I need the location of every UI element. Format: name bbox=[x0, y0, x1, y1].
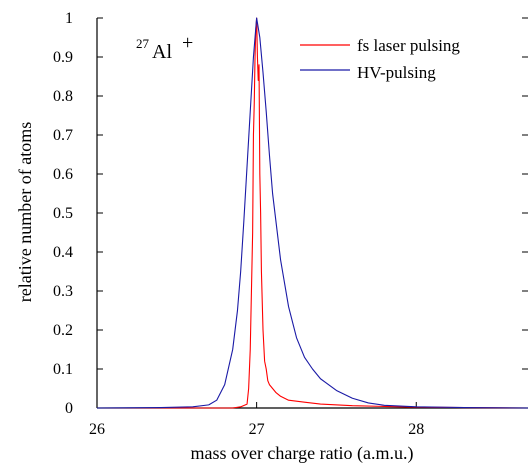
y-tick-label: 0.8 bbox=[53, 88, 73, 105]
y-tick-label: 0.7 bbox=[53, 127, 73, 144]
y-tick-label: 0.5 bbox=[53, 205, 73, 222]
legend-label-hv: HV-pulsing bbox=[357, 63, 436, 82]
y-axis-label: relative number of atoms bbox=[15, 122, 35, 302]
y-axis-ticks: 0 0.1 0.2 0.3 0.4 0.5 0.6 0.7 0.8 0.9 1 bbox=[53, 10, 528, 417]
y-tick-label: 0.1 bbox=[53, 361, 73, 378]
x-axis-label: mass over charge ratio (a.m.u.) bbox=[190, 443, 413, 464]
annotation-ion: 27 Al + bbox=[136, 32, 193, 63]
y-tick-label: 0.3 bbox=[53, 283, 73, 300]
legend: fs laser pulsing HV-pulsing bbox=[300, 36, 460, 82]
plot-area bbox=[96, 18, 528, 409]
x-tick-label: 28 bbox=[408, 421, 424, 438]
y-tick-label: 0.2 bbox=[53, 322, 73, 339]
series-group bbox=[96, 17, 528, 409]
y-tick-label: 0 bbox=[65, 400, 73, 417]
legend-label-fs-laser: fs laser pulsing bbox=[357, 36, 460, 55]
y-tick-label: 0.6 bbox=[53, 166, 73, 183]
y-tick-label: 1 bbox=[65, 10, 73, 27]
annotation-mass-number: 27 bbox=[136, 36, 150, 51]
x-axis-ticks: 26 27 28 bbox=[89, 402, 424, 438]
x-tick-label: 26 bbox=[89, 421, 105, 438]
series-line-hv bbox=[96, 17, 528, 409]
x-tick-label: 27 bbox=[249, 421, 265, 438]
annotation-charge: + bbox=[182, 32, 193, 54]
series-line-fs-laser bbox=[97, 17, 528, 409]
annotation-element: Al bbox=[152, 41, 172, 63]
y-tick-label: 0.9 bbox=[53, 49, 73, 66]
y-tick-label: 0.4 bbox=[53, 244, 73, 261]
